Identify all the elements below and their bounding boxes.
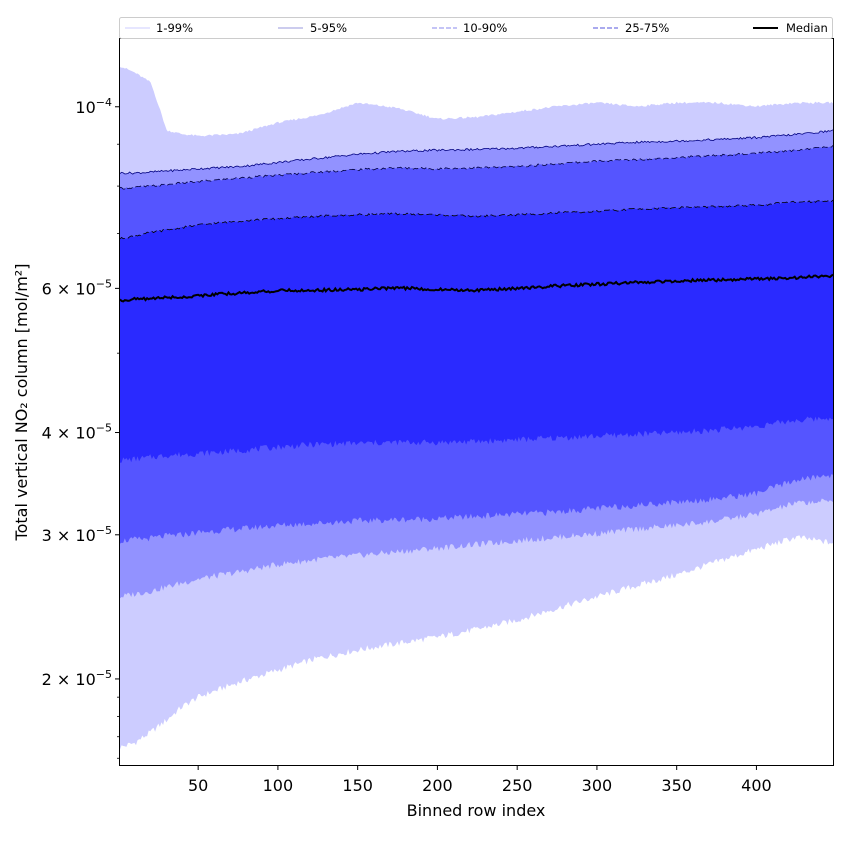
legend-label: 1-99%: [156, 21, 193, 35]
y-tick-label: 2 × 10−5: [42, 668, 112, 689]
y-axis-ticks: 10−4 6 × 10−5 4 × 10−5 3 × 10−5 2 × 10−5: [42, 96, 120, 759]
legend: 1-99% 5-95% 10-90% 25-75% Median: [119, 17, 833, 39]
band-upper-edge-1-99%: [119, 67, 834, 138]
x-axis-label: Binned row index: [407, 801, 546, 820]
x-tick-label: 400: [741, 776, 772, 795]
x-tick-label: 150: [342, 776, 373, 795]
legend-label: 25-75%: [625, 21, 669, 35]
x-tick-label: 50: [188, 776, 208, 795]
band-upper-edge-25-75%: [119, 199, 834, 240]
y-tick-label: 4 × 10−5: [42, 422, 112, 443]
x-tick-label: 100: [263, 776, 294, 795]
percentile-bands: [120, 67, 833, 750]
band-upper-edge-5-95%: [119, 129, 834, 175]
band-upper-edge-10-90%: [119, 145, 834, 190]
band-25-75%: [120, 200, 833, 463]
y-tick-label: 6 × 10−5: [42, 277, 112, 298]
x-tick-label: 200: [422, 776, 453, 795]
legend-label: Median: [786, 21, 828, 35]
y-axis-label: Total vertical NO₂ column [mol/m²]: [12, 264, 31, 542]
x-tick-label: 300: [582, 776, 613, 795]
legend-label: 5-95%: [310, 21, 347, 35]
x-tick-label: 350: [661, 776, 692, 795]
legend-frame: [119, 17, 833, 39]
y-tick-label: 3 × 10−5: [42, 524, 112, 545]
y-tick-label: 10−4: [75, 96, 112, 117]
x-tick-label: 250: [502, 776, 533, 795]
median-line: [119, 273, 834, 303]
percentile-band-edges: [119, 67, 834, 240]
x-axis-ticks: 50 100 150 200 250 300 350 400: [188, 765, 772, 795]
legend-label: 10-90%: [463, 21, 507, 35]
